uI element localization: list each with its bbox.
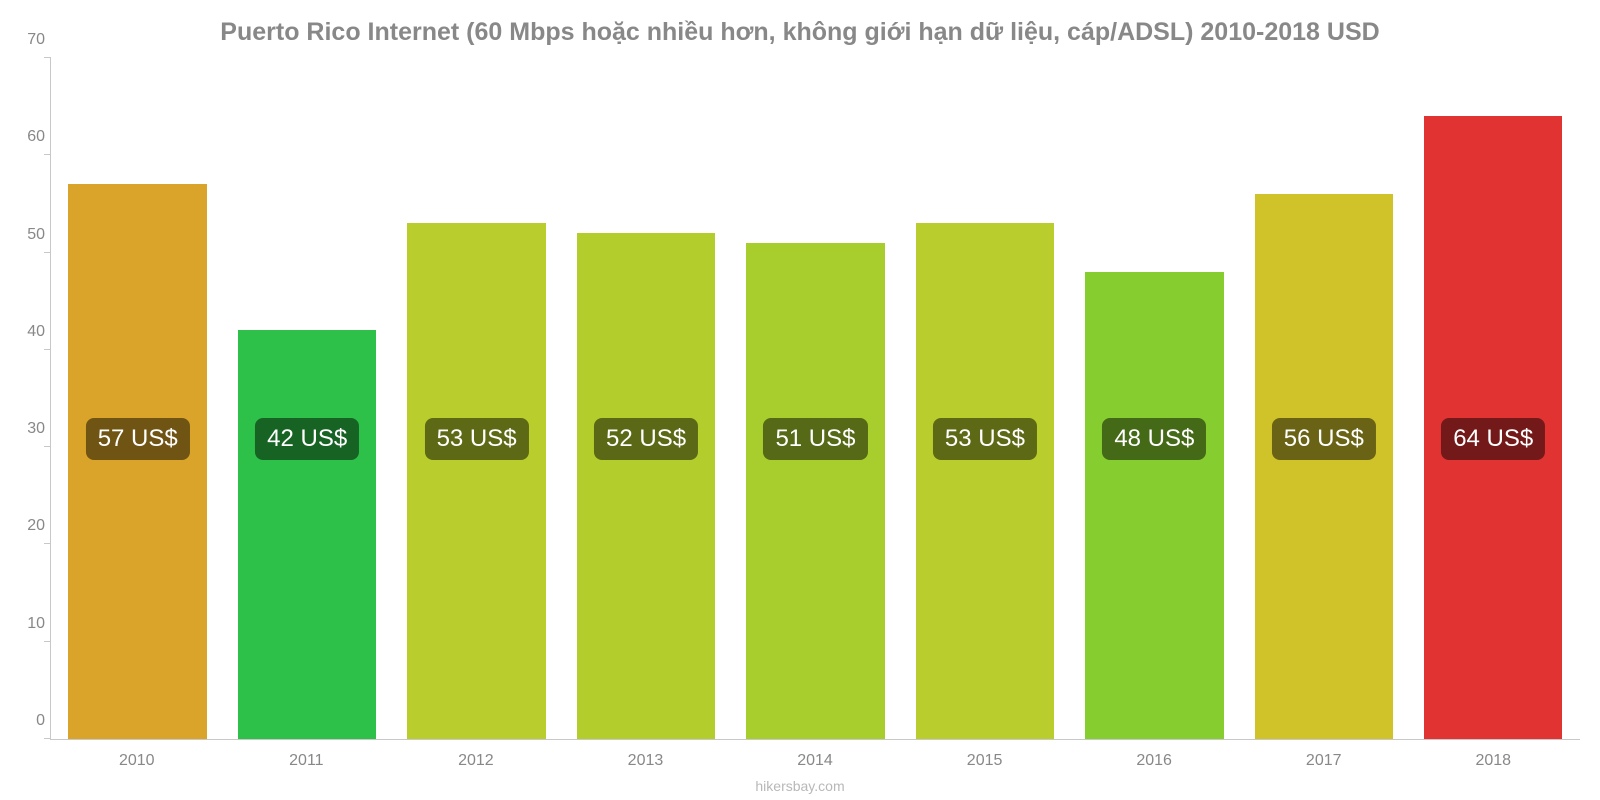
bar-2010: 57 US$ [68, 184, 207, 739]
bar-2014: 51 US$ [746, 243, 885, 739]
x-axis-label: 2014 [736, 752, 894, 770]
bar-slot: 64 US$ [1415, 58, 1572, 739]
x-axis-label: 2018 [1415, 752, 1573, 770]
bar-2018: 64 US$ [1424, 116, 1563, 739]
y-tick [44, 154, 51, 155]
y-axis-label: 20 [9, 517, 45, 535]
x-axis: 2010 2011 2012 2013 2014 2015 2016 2017 2018 [58, 752, 1572, 770]
bar-slot: 52 US$ [567, 58, 724, 739]
bar-2012: 53 US$ [407, 223, 546, 739]
value-badge: 56 US$ [1272, 418, 1376, 460]
value-badge: 42 US$ [255, 418, 359, 460]
x-axis-label: 2010 [58, 752, 216, 770]
bar-2017: 56 US$ [1255, 194, 1394, 739]
y-tick [44, 543, 51, 544]
value-badge: 51 US$ [763, 418, 867, 460]
bars-group: 57 US$ 42 US$ 53 US$ 52 US$ 51 US$ 53 US$ 48 U… [59, 58, 1572, 739]
value-badge: 57 US$ [86, 418, 190, 460]
bar-2011: 42 US$ [238, 330, 377, 739]
y-tick [44, 349, 51, 350]
bar-2013: 52 US$ [577, 233, 716, 739]
x-axis-label: 2012 [397, 752, 555, 770]
bar-slot: 56 US$ [1245, 58, 1402, 739]
x-axis-label: 2015 [906, 752, 1064, 770]
y-axis-label: 70 [9, 31, 45, 49]
bar-slot: 57 US$ [59, 58, 216, 739]
y-tick [44, 446, 51, 447]
value-badge: 48 US$ [1102, 418, 1206, 460]
y-axis-label: 50 [9, 226, 45, 244]
y-tick [44, 641, 51, 642]
bar-2016: 48 US$ [1085, 272, 1224, 739]
y-axis-label: 0 [9, 712, 45, 730]
bar-slot: 53 US$ [398, 58, 555, 739]
x-axis-label: 2016 [1075, 752, 1233, 770]
y-axis-label: 40 [9, 323, 45, 341]
x-axis-label: 2013 [567, 752, 725, 770]
y-axis-label: 10 [9, 615, 45, 633]
value-badge: 53 US$ [933, 418, 1037, 460]
y-axis-label: 60 [9, 128, 45, 146]
bar-2015: 53 US$ [916, 223, 1055, 739]
bar-slot: 42 US$ [228, 58, 385, 739]
y-tick [44, 252, 51, 253]
chart-title: Puerto Rico Internet (60 Mbps hoặc nhiều… [0, 18, 1600, 47]
value-badge: 52 US$ [594, 418, 698, 460]
value-badge: 64 US$ [1441, 418, 1545, 460]
x-axis-label: 2017 [1245, 752, 1403, 770]
y-tick [44, 738, 51, 739]
plot-area: 57 US$ 42 US$ 53 US$ 52 US$ 51 US$ 53 US$ 48 U… [50, 58, 1580, 740]
x-axis-label: 2011 [228, 752, 386, 770]
y-tick [44, 57, 51, 58]
watermark: hikersbay.com [0, 778, 1600, 794]
y-axis-label: 30 [9, 420, 45, 438]
value-badge: 53 US$ [425, 418, 529, 460]
chart-container: Puerto Rico Internet (60 Mbps hoặc nhiều… [0, 0, 1600, 800]
bar-slot: 48 US$ [1076, 58, 1233, 739]
bar-slot: 53 US$ [906, 58, 1063, 739]
bar-slot: 51 US$ [737, 58, 894, 739]
